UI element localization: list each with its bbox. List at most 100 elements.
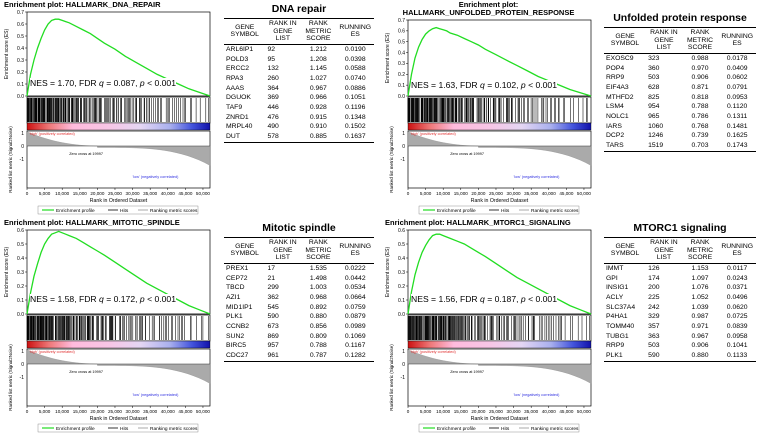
table-cell: 0.1196: [345, 103, 366, 111]
legend-label-metric: Ranking metric scores: [531, 208, 579, 214]
x-tick-label: 35,000: [524, 191, 538, 196]
metric-axis-label: Ranked list metric (Signal2Noise): [389, 126, 394, 193]
table-row: DCP2 1246 0.739 0.1625: [604, 131, 756, 141]
table-row: POLD3 95 1.208 0.0398: [224, 54, 374, 64]
enrichment-profile-line: [407, 233, 592, 315]
metric-frame: [407, 130, 592, 189]
gene-table-unfolded-protein-response: Unfolded protein response GENE SYMBOL RAN…: [604, 12, 756, 152]
table-cell: 323: [648, 54, 660, 62]
table-cell: 0.0759: [344, 303, 366, 311]
table-cell: ARL6IP1: [226, 45, 254, 53]
table-row: TARS 1519 0.703 0.1743: [604, 140, 756, 152]
y-tick-label: 0.2: [17, 70, 24, 76]
gene-table-mtorc1-signaling: MTORC1 signaling GENE SYMBOL RANK IN GENE…: [604, 222, 756, 362]
column-header: RANK METRIC SCORE: [300, 237, 337, 264]
table-cell: PLK1: [226, 313, 243, 321]
table-cell: 299: [267, 284, 279, 292]
table-cell: 1.027: [309, 74, 327, 82]
table-cell: 0.971: [691, 322, 709, 330]
table-cell: 0.0243: [726, 274, 748, 282]
table-cell: 0.0371: [726, 284, 748, 292]
table-cell: 0.0534: [344, 284, 366, 292]
nes-statistic: NES = 1.56, FDR q = 0.187, p < 0.001: [411, 294, 557, 304]
table-cell: 17: [267, 264, 275, 272]
negative-correlation-label: 'low' (negatively correlated): [133, 393, 180, 397]
table-cell: 545: [267, 303, 279, 311]
table-cell: 0.0879: [344, 313, 366, 321]
y-tick-label: 0.5: [17, 34, 24, 40]
gsea-plot-dna-repair: 0.0 0.1 0.2 0.3 0.4 0.5 0.6 0.7 Enrichment score…: [0, 0, 215, 215]
table-cell: AAAS: [226, 84, 245, 92]
table-cell: TOMM40: [606, 322, 635, 330]
legend-label-es: Enrichment profile: [56, 426, 95, 432]
column-header: RANK IN GENE LIST: [646, 27, 682, 54]
positive-correlation-label: 'high' (positively correlated): [29, 132, 76, 136]
legend-label-es: Enrichment profile: [437, 426, 476, 432]
table-cell: 446: [267, 103, 279, 111]
x-tick-label: 45,000: [178, 191, 192, 196]
table-cell: CEP72: [226, 274, 248, 282]
y-tick-label: 0.5: [398, 40, 405, 46]
table-cell: 0.871: [691, 83, 709, 91]
table-cell: 0.1069: [344, 332, 366, 340]
table-cell: 0.987: [691, 313, 709, 321]
gene-table: GENE SYMBOL RANK IN GENE LIST RANK METRIC …: [604, 27, 756, 152]
x-tick-label: 10,000: [436, 409, 450, 414]
x-tick-label: 0: [26, 409, 29, 414]
gene-table: GENE SYMBOL RANK IN GENE LIST RANK METRIC …: [604, 237, 756, 362]
table-row: DGUOK 369 0.966 0.1051: [224, 93, 374, 103]
x-tick-label: 10,000: [55, 409, 69, 414]
table-cell: TAF9: [226, 103, 243, 111]
y-tick-label: 0.3: [398, 270, 405, 276]
table-cell: 503: [648, 74, 660, 82]
table-cell: RRP9: [606, 342, 625, 350]
table-cell: LSM4: [606, 103, 624, 111]
table-cell: IMMT: [606, 264, 624, 272]
table-cell: DUT: [224, 131, 266, 143]
table-cell: 21: [267, 274, 275, 282]
table-cell: 1.097: [691, 274, 709, 282]
x-tick-label: 5,000: [39, 191, 51, 196]
table-cell: 95: [267, 55, 275, 63]
x-tick-label: 25,000: [489, 409, 503, 414]
gsea-plot-mitotic-spindle: 0.0 0.1 0.2 0.3 0.4 0.5 0.6 Enrichment score (E…: [0, 218, 215, 433]
table-cell: 0.739: [691, 132, 709, 140]
metric-tick-label: 0: [402, 362, 405, 368]
table-cell: INSIG1: [606, 284, 629, 292]
gsea-plot-unfolded-protein-response: 0.0 0.1 0.2 0.3 0.4 0.5 0.6 0.7 Enrichment score…: [381, 0, 596, 215]
table-cell: EXOSC9: [606, 54, 634, 62]
table-cell: 1519: [646, 140, 682, 152]
y-tick-label: 0.4: [398, 50, 405, 56]
table-cell: POLD3: [226, 55, 249, 63]
ranking-metric-area: [407, 349, 592, 384]
table-row: LSM4 954 0.788 0.1120: [604, 102, 756, 112]
y-tick-label: 0.5: [17, 242, 24, 248]
metric-tick-label: 0: [21, 144, 24, 150]
metric-tick-label: 0: [21, 362, 24, 368]
table-cell: 0.0953: [726, 93, 748, 101]
column-header: GENE SYMBOL: [224, 18, 266, 45]
table-row: INSIG1 200 1.076 0.0371: [604, 283, 756, 293]
table-row: TBCD 299 1.003 0.0534: [224, 283, 374, 293]
table-cell: 0.1481: [726, 122, 748, 130]
table-cell: 369: [267, 94, 279, 102]
x-tick-label: 15,000: [73, 409, 87, 414]
table-cell: 0.1743: [718, 140, 756, 152]
table-cell: ERCC2: [226, 65, 250, 73]
table-cell: BIRC5: [226, 342, 247, 350]
x-tick-label: 20,000: [471, 409, 485, 414]
positive-correlation-label: 'high' (positively correlated): [29, 350, 76, 354]
table-cell: 0.0398: [344, 55, 366, 63]
table-cell: 0.0664: [344, 293, 366, 301]
y-tick-label: 0.6: [17, 22, 24, 28]
x-tick-label: 40,000: [161, 409, 175, 414]
positive-correlation-label: 'high' (positively correlated): [410, 132, 457, 136]
gsea-plot-title: Enrichment plot: HALLMARK_MTORC1_SIGNALI…: [385, 218, 571, 227]
legend-label-es: Enrichment profile: [437, 208, 476, 214]
table-cell: MRPL40: [226, 123, 253, 131]
y-tick-label: 0.0: [398, 312, 405, 318]
y-tick-label: 0.3: [17, 58, 24, 64]
table-cell: 0.0178: [726, 54, 748, 62]
table-cell: 0.0958: [726, 332, 748, 340]
table-cell: DCP2: [606, 132, 625, 140]
